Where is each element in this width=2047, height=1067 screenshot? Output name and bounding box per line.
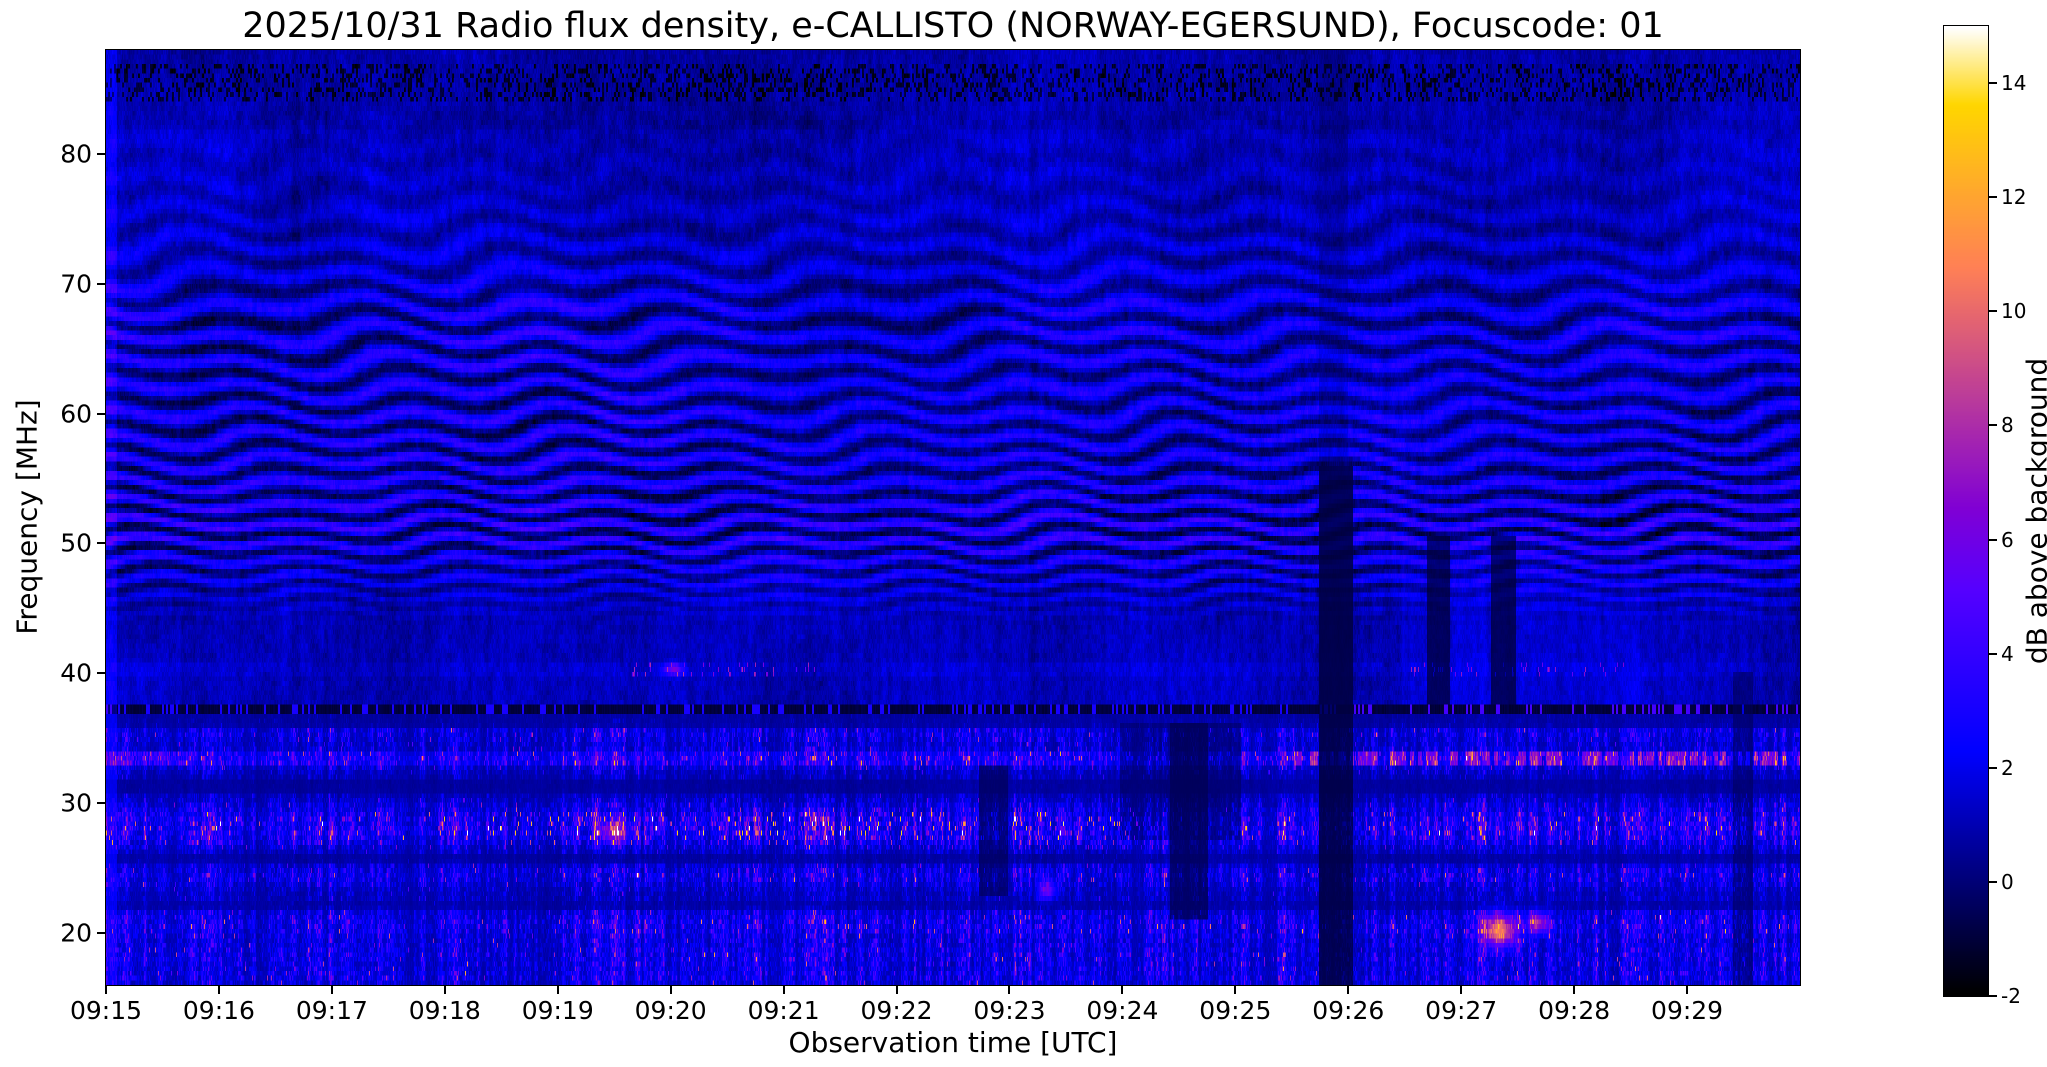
y-tick-mark: [97, 412, 105, 415]
x-tick-label: 09:16: [182, 996, 255, 1025]
colorbar-tick-label: 2: [2001, 755, 2014, 780]
y-tick-mark: [97, 282, 105, 285]
x-tick-mark: [217, 986, 220, 994]
y-tick-label: 60: [60, 399, 92, 429]
plot-title: 2025/10/31 Radio flux density, e-CALLIST…: [242, 6, 1664, 46]
colorbar: [1943, 25, 1989, 997]
y-tick-label: 50: [60, 528, 92, 558]
x-tick-label: 09:19: [521, 996, 594, 1025]
colorbar-tick-mark: [1989, 310, 1997, 313]
x-tick-mark: [556, 986, 559, 994]
x-tick-mark: [895, 986, 898, 994]
x-tick-label: 09:15: [69, 996, 143, 1025]
y-tick-label: 30: [60, 788, 92, 818]
y-tick-mark: [97, 932, 105, 935]
colorbar-label: dB above background: [2020, 357, 2047, 665]
x-tick-mark: [1234, 986, 1237, 994]
colorbar-tick-label: 6: [2001, 527, 2014, 552]
y-tick-mark: [97, 802, 105, 805]
x-tick-label: 09:18: [408, 996, 481, 1025]
x-tick-mark: [1347, 986, 1350, 994]
colorbar-tick-label: 10: [2001, 299, 2027, 324]
colorbar-tick-mark: [1989, 652, 1997, 655]
x-tick-label: 09:23: [973, 996, 1046, 1025]
colorbar-tick-mark: [1989, 766, 1997, 769]
x-tick-mark: [1008, 986, 1011, 994]
y-tick-mark: [97, 672, 105, 675]
x-axis-label: Observation time [UTC]: [788, 1026, 1118, 1059]
spectrogram-image: [106, 50, 1800, 985]
colorbar-tick-label: 8: [2001, 413, 2014, 438]
x-tick-mark: [1121, 986, 1124, 994]
x-tick-label: 09:28: [1538, 996, 1611, 1025]
x-tick-label: 09:24: [1086, 996, 1159, 1025]
y-axis-label: Frequency [MHz]: [10, 399, 44, 635]
colorbar-tick-label: -2: [2001, 984, 2021, 1008]
y-tick-label: 40: [60, 658, 92, 688]
x-tick-label: 09:21: [747, 996, 820, 1025]
colorbar-tick-label: 4: [2001, 641, 2014, 666]
x-tick-label: 09:29: [1651, 996, 1724, 1025]
x-tick-label: 09:26: [1312, 996, 1385, 1025]
colorbar-tick-mark: [1989, 538, 1997, 541]
colorbar-tick-mark: [1989, 995, 1997, 997]
x-tick-mark: [782, 986, 785, 994]
x-tick-label: 09:20: [634, 996, 707, 1025]
colorbar-tick-mark: [1989, 82, 1997, 85]
x-tick-mark: [443, 986, 446, 994]
y-tick-mark: [97, 542, 105, 545]
colorbar-tick-mark: [1989, 424, 1997, 427]
x-tick-mark: [105, 986, 107, 994]
x-tick-mark: [1686, 986, 1689, 994]
x-tick-label: 09:27: [1425, 996, 1498, 1025]
x-tick-label: 09:25: [1199, 996, 1272, 1025]
x-tick-label: 09:22: [860, 996, 933, 1025]
y-tick-label: 70: [60, 269, 92, 299]
x-tick-mark: [330, 986, 333, 994]
y-tick-mark: [97, 152, 105, 155]
colorbar-tick-label: 12: [2001, 185, 2027, 210]
y-tick-label: 80: [60, 139, 92, 169]
colorbar-tick-mark: [1989, 880, 1997, 883]
colorbar-tick-mark: [1989, 196, 1997, 199]
x-tick-mark: [1573, 986, 1576, 994]
y-tick-label: 20: [60, 918, 92, 948]
x-tick-mark: [1460, 986, 1463, 994]
plot-area-frame: [105, 49, 1801, 986]
colorbar-tick-label: 14: [2001, 71, 2027, 96]
x-tick-label: 09:17: [295, 996, 368, 1025]
colorbar-tick-label: 0: [2001, 869, 2014, 894]
x-tick-mark: [669, 986, 672, 994]
colorbar-gradient: [1944, 26, 1988, 996]
